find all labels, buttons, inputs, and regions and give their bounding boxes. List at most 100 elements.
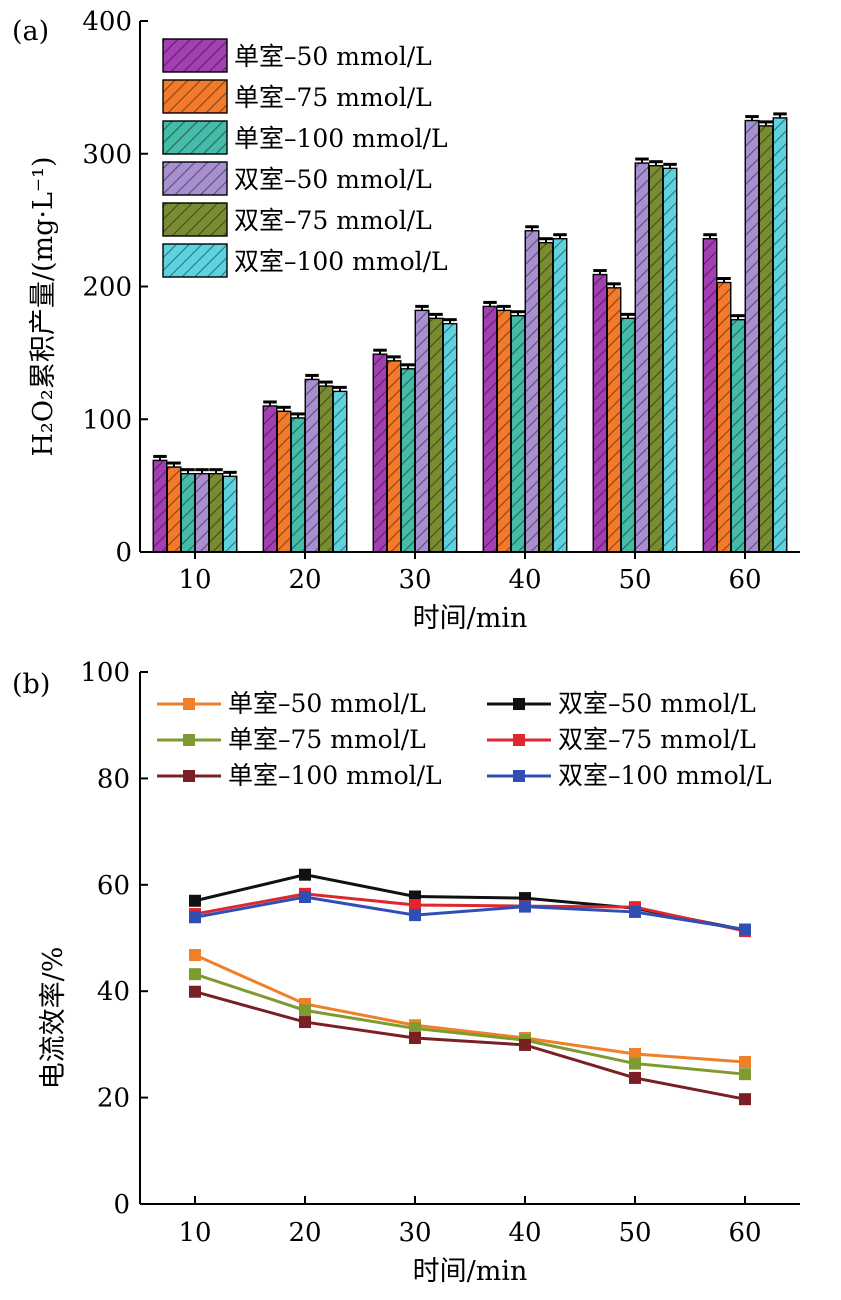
y-tick-label-b-100: 100 (80, 658, 130, 688)
legend-label-b-1: 单室–75 mmol/L (228, 725, 426, 754)
legend-label-a-0: 单室–50 mmol/L (234, 42, 432, 71)
x-tick-label-b-20: 20 (288, 1218, 321, 1248)
legend-marker-b-2 (183, 770, 195, 782)
legend-label-a-1: 单室–75 mmol/L (234, 83, 432, 112)
x-tick-label-a-50: 50 (618, 565, 651, 595)
bar-50-5 (662, 167, 678, 553)
point-b-5-10 (189, 911, 201, 924)
y-axis-label-b: 电流效率/% (38, 947, 69, 1090)
point-b-1-50 (629, 1057, 641, 1070)
bar-20-5 (332, 390, 348, 553)
bar-30-4 (428, 317, 444, 553)
point-b-5-50 (629, 905, 641, 918)
series-line-b-2 (194, 990, 746, 1101)
legend-swatch-a-1 (162, 79, 228, 114)
x-axis-label-b: 时间/min (413, 1256, 528, 1287)
legend-label-b-2: 单室–100 mmol/L (228, 761, 442, 790)
x-tick-label-b-60: 60 (728, 1218, 761, 1248)
series-line-b-1 (194, 972, 746, 1076)
panel-label-a: (a) (12, 16, 49, 47)
bar-10-1 (166, 466, 182, 553)
legend-swatch-a-4 (162, 202, 228, 237)
y-tick-label-b-20: 20 (97, 1084, 130, 1114)
bar-20-4 (318, 385, 334, 553)
bar-40-3 (524, 230, 540, 553)
x-tick-label-a-30: 30 (398, 565, 431, 595)
bar-30-0 (372, 353, 388, 553)
bar-30-1 (386, 360, 402, 553)
y-tick-label-b-60: 60 (97, 871, 130, 901)
bar-60-0 (702, 238, 718, 553)
bar-40-0 (482, 305, 498, 553)
legend-label-a-5: 双室–100 mmol/L (234, 247, 448, 276)
y-tick-label-a-0: 0 (115, 538, 132, 568)
bar-50-1 (606, 287, 622, 553)
point-b-2-20 (299, 1016, 311, 1029)
point-b-2-50 (629, 1071, 641, 1084)
bar-40-4 (538, 241, 554, 553)
legend-label-b-5: 双室–100 mmol/L (558, 761, 772, 790)
legend-swatch-a-5 (162, 243, 228, 278)
bar-10-3 (194, 472, 210, 553)
bar-50-2 (620, 317, 636, 553)
point-b-3-20 (299, 868, 311, 881)
bar-40-1 (496, 309, 512, 553)
point-b-2-10 (189, 985, 201, 998)
y-tick-label-a-100: 100 (82, 405, 132, 435)
bar-30-5 (442, 322, 458, 553)
point-b-4-30 (409, 899, 421, 912)
y-tick-label-b-80: 80 (97, 764, 130, 794)
legend-marker-b-0 (183, 698, 195, 710)
x-tick-label-a-20: 20 (288, 565, 321, 595)
point-b-0-10 (189, 949, 201, 962)
point-b-5-40 (519, 900, 531, 913)
bar-10-2 (180, 472, 196, 553)
bar-60-3 (744, 119, 760, 553)
series-line-b-5 (194, 895, 746, 931)
bar-60-4 (758, 125, 774, 553)
y-tick-label-a-300: 300 (82, 140, 132, 170)
x-tick-label-b-40: 40 (508, 1218, 541, 1248)
bar-50-3 (634, 162, 650, 553)
legend-label-b-0: 单室–50 mmol/L (228, 689, 426, 718)
bar-30-2 (400, 368, 416, 553)
x-tick-label-a-10: 10 (178, 565, 211, 595)
point-b-1-10 (189, 968, 201, 981)
legend-marker-b-4 (513, 734, 525, 746)
bar-10-5 (222, 475, 238, 553)
point-b-3-10 (189, 894, 201, 907)
legend-label-a-4: 双室–75 mmol/L (234, 206, 432, 235)
bar-60-1 (716, 281, 732, 553)
legend-swatch-a-2 (162, 120, 228, 155)
bar-60-5 (772, 117, 788, 553)
y-tick-label-b-40: 40 (97, 977, 130, 1007)
x-tick-label-a-60: 60 (728, 565, 761, 595)
x-tick-label-b-30: 30 (398, 1218, 431, 1248)
legend-marker-b-1 (183, 734, 195, 746)
legend-marker-b-5 (513, 770, 525, 782)
point-b-1-30 (409, 1022, 421, 1035)
point-b-5-60 (739, 923, 751, 936)
legend-label-b-3: 双室–50 mmol/L (558, 689, 756, 718)
y-tick-label-b-0: 0 (113, 1190, 130, 1220)
x-tick-label-b-50: 50 (618, 1218, 651, 1248)
panel-label-b: (b) (12, 669, 50, 700)
legend-label-b-4: 双室–75 mmol/L (558, 725, 756, 754)
bar-40-5 (552, 238, 568, 553)
bar-10-0 (152, 459, 168, 553)
point-b-2-30 (409, 1032, 421, 1045)
legend-marker-b-3 (513, 698, 525, 710)
bar-60-2 (730, 318, 746, 553)
point-b-5-20 (299, 891, 311, 904)
legend-label-a-2: 单室–100 mmol/L (234, 124, 448, 153)
y-tick-label-a-200: 200 (82, 273, 132, 303)
bar-20-3 (304, 378, 320, 553)
bar-10-4 (208, 472, 224, 553)
bar-40-2 (510, 315, 526, 553)
point-b-2-60 (739, 1093, 751, 1106)
bar-30-3 (414, 309, 430, 553)
bar-50-4 (648, 164, 664, 553)
x-axis-label-a: 时间/min (413, 603, 528, 634)
legend-label-a-3: 双室–50 mmol/L (234, 165, 432, 194)
